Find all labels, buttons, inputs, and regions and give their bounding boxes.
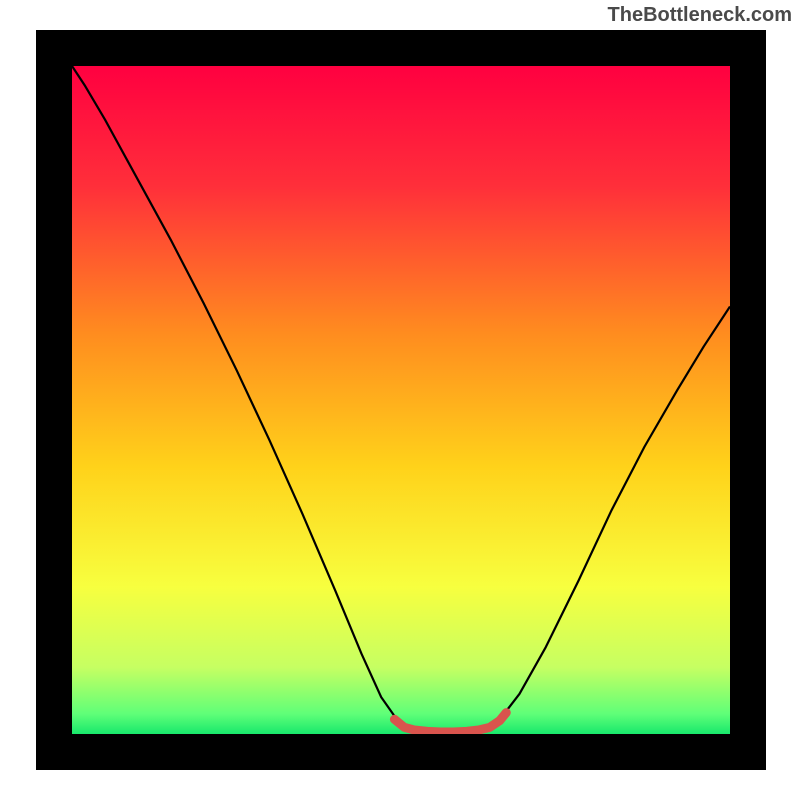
valley-marker xyxy=(394,713,506,732)
curve-overlay xyxy=(72,66,730,734)
plot-area xyxy=(36,30,766,770)
attribution-label: TheBottleneck.com xyxy=(608,4,792,27)
chart-frame: TheBottleneck.com xyxy=(0,0,800,800)
main-curve xyxy=(72,66,730,733)
